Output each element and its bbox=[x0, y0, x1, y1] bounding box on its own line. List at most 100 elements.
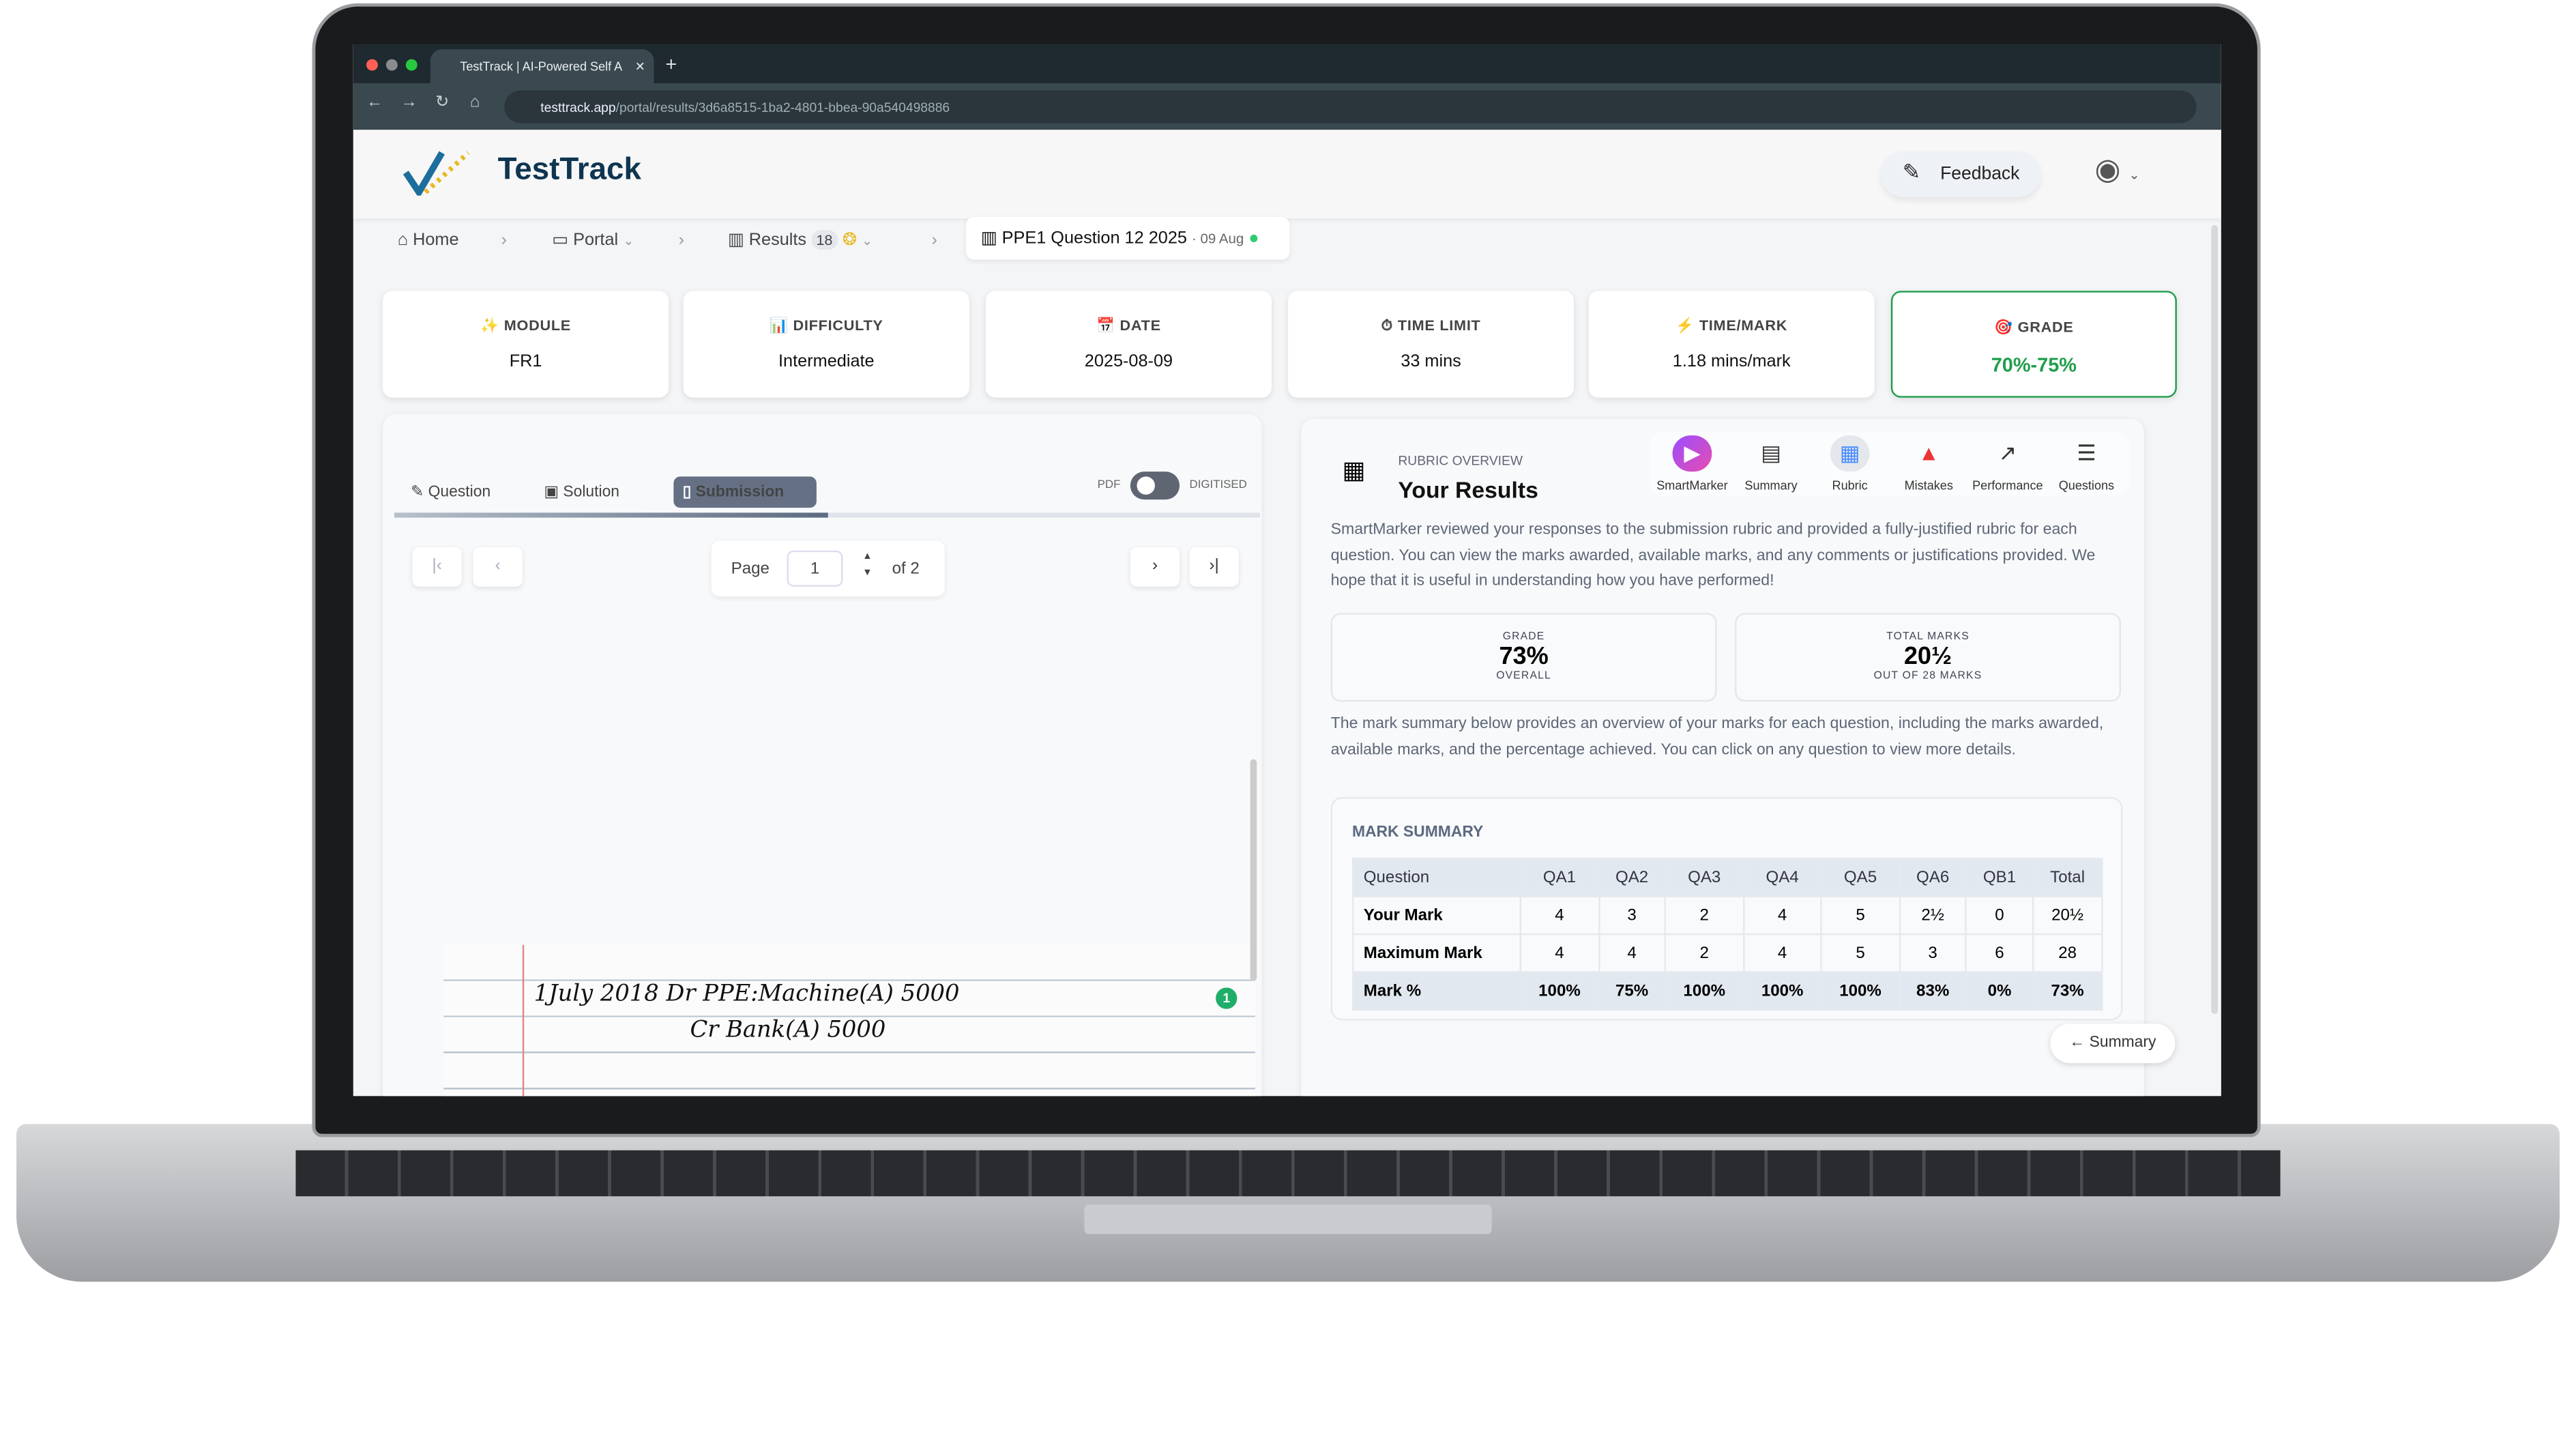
page-scrollbar[interactable] bbox=[2211, 224, 2219, 1014]
column-header: Total bbox=[2032, 858, 2103, 897]
chevron-right-icon: › bbox=[501, 230, 507, 250]
rubric-nav-rubric[interactable]: ▦ Rubric bbox=[1811, 435, 1890, 493]
column-header: QB1 bbox=[1965, 858, 2034, 897]
column-header: QA5 bbox=[1820, 858, 1901, 897]
laptop-base bbox=[16, 1124, 2560, 1282]
reload-icon[interactable]: ↻ bbox=[435, 93, 450, 112]
maximize-window-icon[interactable] bbox=[405, 59, 418, 71]
feedback-label: Feedback bbox=[1940, 164, 2020, 184]
total-marks-sub: OUT OF 28 MARKS bbox=[1873, 670, 1982, 682]
column-header: QA4 bbox=[1742, 858, 1823, 897]
forward-icon[interactable]: → bbox=[400, 93, 418, 112]
breadcrumb-date: · 09 Aug bbox=[1191, 230, 1244, 247]
summary-text: The mark summary below provides an overv… bbox=[1330, 714, 2104, 759]
new-tab-icon[interactable]: + bbox=[665, 53, 677, 76]
rubric-nav-label: Rubric bbox=[1832, 478, 1868, 493]
table-row[interactable]: Your Mark 4 3 2 4 5 2½ 0 20½ bbox=[1351, 895, 2103, 936]
rubric-nav-mistakes[interactable]: ▲ Mistakes bbox=[1889, 435, 1968, 493]
page-number-input[interactable]: 1 bbox=[787, 550, 843, 587]
rubric-overview-panel: ▦ RUBRIC OVERVIEW Your Results ▶ SmartMar… bbox=[1301, 419, 2176, 1097]
back-icon[interactable]: ← bbox=[366, 93, 383, 112]
brain-icon: ❂ bbox=[842, 230, 857, 250]
viewer-progress-bar bbox=[394, 512, 1261, 518]
tab-question-label: Question bbox=[428, 483, 491, 502]
home-icon[interactable]: ⌂ bbox=[469, 93, 480, 112]
rubric-nav-summary[interactable]: ▤ Summary bbox=[1731, 435, 1811, 493]
rubric-eyebrow: RUBRIC OVERVIEW bbox=[1398, 453, 1523, 469]
stat-icon: ⚡ bbox=[1675, 317, 1695, 334]
table-cell: Your Mark bbox=[1351, 895, 1521, 936]
rubric-nav-questions[interactable]: ☰ Questions bbox=[2047, 435, 2126, 493]
brand-name[interactable]: TestTrack bbox=[497, 152, 641, 188]
table-cell: 5 bbox=[1820, 933, 1901, 973]
close-window-icon[interactable] bbox=[366, 59, 378, 71]
mark-summary-title: MARK SUMMARY bbox=[1351, 823, 1484, 841]
page-stepper[interactable]: ▲ ▼ bbox=[862, 552, 873, 579]
table-cell: 20½ bbox=[2032, 895, 2103, 936]
last-page-button[interactable]: ›| bbox=[1189, 547, 1239, 587]
breadcrumb-current[interactable]: ▥ PPE1 Question 12 2025 · 09 Aug ● bbox=[966, 216, 1290, 260]
rubric-icon: ▦ bbox=[1830, 435, 1870, 472]
first-page-button[interactable]: |‹ bbox=[412, 547, 462, 587]
table-cell: 2½ bbox=[1899, 895, 1967, 936]
stat-card-time-limit: ⏱ TIME LIMIT 33 mins bbox=[1288, 291, 1575, 398]
table-cell: 4 bbox=[1742, 895, 1823, 936]
rubric-nav-performance[interactable]: ↗ Performance bbox=[1968, 435, 2047, 493]
rubric-nav: ▶ SmartMarker ▤ Summary ▦ Rubric ▲ Mistakes ↗ Per… bbox=[1649, 432, 2130, 497]
tab-question[interactable]: ✎ Question bbox=[411, 483, 491, 502]
table-cell: Maximum Mark bbox=[1351, 933, 1521, 973]
table-cell: 4 bbox=[1742, 933, 1823, 973]
column-header: QA6 bbox=[1899, 858, 1967, 897]
table-row[interactable]: Maximum Mark 4 4 2 4 5 3 6 28 bbox=[1351, 933, 2103, 973]
table-row[interactable]: Mark % 100% 75% 100% 100% 100% 83% 0% 73% bbox=[1351, 971, 2103, 1011]
column-header: QA2 bbox=[1597, 858, 1667, 897]
breadcrumb-results-label: Results bbox=[748, 230, 807, 250]
pdf-digitised-toggle[interactable] bbox=[1130, 472, 1180, 500]
feedback-button[interactable]: ✎ Feedback bbox=[1881, 151, 2040, 197]
browser-tab[interactable]: TestTrack | AI-Powered Self A ✕ bbox=[430, 49, 654, 84]
breadcrumb-home[interactable]: ⌂ Home bbox=[397, 230, 459, 250]
stat-label: TIME LIMIT bbox=[1397, 317, 1481, 334]
rubric-nav-label: Performance bbox=[1972, 478, 2043, 493]
rubric-nav-label: Mistakes bbox=[1904, 478, 1953, 493]
back-to-summary-button[interactable]: ← Summary bbox=[2050, 1024, 2176, 1064]
tab-submission[interactable]: ▯ Submission bbox=[673, 476, 817, 508]
stat-label: DIFFICULTY bbox=[793, 317, 883, 334]
close-tab-icon[interactable]: ✕ bbox=[634, 59, 645, 74]
keyboard bbox=[295, 1150, 2281, 1197]
stat-icon: 🎯 bbox=[1994, 319, 2013, 336]
prev-page-button[interactable]: ‹ bbox=[473, 547, 523, 587]
table-cell: 100% bbox=[1664, 971, 1744, 1011]
address-bar: ← → ↻ ⌂ testtrack.app/portal/results/3d6… bbox=[353, 83, 2221, 130]
grade-stat-sub: OVERALL bbox=[1496, 670, 1551, 682]
stat-label: TIME/MARK bbox=[1699, 317, 1788, 334]
smartmarker-icon: ▶ bbox=[1672, 435, 1712, 472]
table-cell: 28 bbox=[2032, 933, 2103, 973]
breadcrumb-results[interactable]: ▥ Results 18 ❂ ⌄ bbox=[727, 230, 873, 250]
total-marks-label: TOTAL MARKS bbox=[1886, 630, 1970, 643]
document-viewer: ✎ Question ▣ Solution ▯ Submission PDF D… bbox=[383, 414, 1262, 1097]
stat-icon: ✨ bbox=[480, 317, 499, 334]
stat-value: FR1 bbox=[509, 351, 542, 372]
submission-page-image: 1July 2018 Dr PPE:Machine(A) 5000 Cr Bank… bbox=[443, 944, 1255, 1097]
minimize-window-icon[interactable] bbox=[385, 59, 398, 71]
user-avatar-icon[interactable]: ◉ ⌄ bbox=[2094, 152, 2140, 186]
url-input[interactable]: testtrack.app/portal/results/3d6a8515-1b… bbox=[504, 90, 2197, 124]
stat-value: Intermediate bbox=[778, 351, 875, 372]
app-header: TestTrack ✎ Feedback ◉ ⌄ bbox=[353, 130, 2221, 219]
rubric-nav-label: Summary bbox=[1744, 478, 1798, 493]
viewer-scrollbar[interactable] bbox=[1250, 759, 1257, 981]
chevron-right-icon: › bbox=[678, 230, 685, 250]
table-cell: 4 bbox=[1519, 895, 1600, 936]
stat-icon: 📊 bbox=[770, 317, 789, 334]
tab-solution[interactable]: ▣ Solution bbox=[544, 483, 620, 502]
stat-card-difficulty: 📊 DIFFICULTY Intermediate bbox=[683, 291, 969, 398]
url-host: testtrack.app bbox=[540, 100, 616, 115]
next-page-button[interactable]: › bbox=[1130, 547, 1180, 587]
status-dot: ● bbox=[1248, 228, 1259, 248]
mark-badge-icon[interactable]: 1 bbox=[1216, 987, 1238, 1009]
rubric-nav-smartmarker[interactable]: ▶ SmartMarker bbox=[1653, 435, 1732, 493]
grade-stat-label: GRADE bbox=[1502, 630, 1545, 643]
toggle-label-pdf: PDF bbox=[1097, 480, 1121, 492]
breadcrumb-portal[interactable]: ▭ Portal ⌄ bbox=[552, 230, 634, 250]
